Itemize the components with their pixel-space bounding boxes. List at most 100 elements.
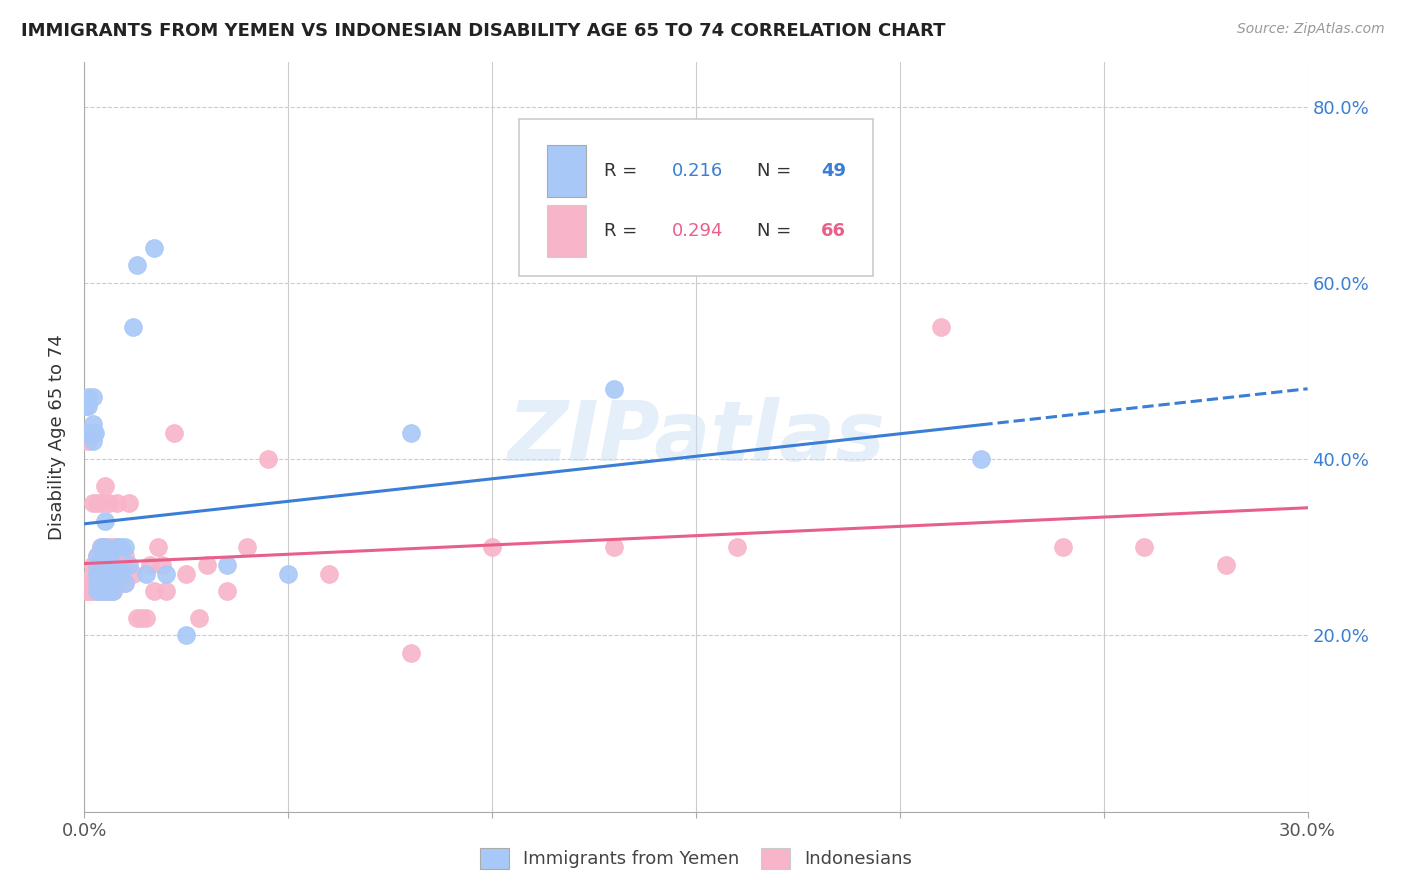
Text: N =: N = <box>758 222 797 240</box>
Point <box>77 584 100 599</box>
Point <box>93 566 115 581</box>
Point <box>86 566 108 581</box>
Point <box>90 541 112 555</box>
Point <box>101 558 124 572</box>
Point <box>318 566 340 581</box>
Point <box>93 566 115 581</box>
Point <box>122 566 145 581</box>
Text: N =: N = <box>758 162 797 180</box>
Point <box>155 566 177 581</box>
Point <box>93 584 115 599</box>
Point <box>1133 541 1156 555</box>
Point <box>101 584 124 599</box>
Point <box>90 584 112 599</box>
FancyBboxPatch shape <box>519 119 873 276</box>
Point <box>105 566 128 581</box>
Point <box>90 584 112 599</box>
Point <box>929 319 952 334</box>
Text: 66: 66 <box>821 222 846 240</box>
Point <box>82 496 104 510</box>
Point <box>725 541 748 555</box>
Point <box>110 558 132 572</box>
Text: Source: ZipAtlas.com: Source: ZipAtlas.com <box>1237 22 1385 37</box>
Point <box>90 496 112 510</box>
Point <box>97 566 120 581</box>
Point <box>75 399 97 413</box>
Point <box>97 584 120 599</box>
Point <box>603 541 626 555</box>
Point <box>163 425 186 440</box>
Point <box>93 584 115 599</box>
Point <box>114 575 136 590</box>
FancyBboxPatch shape <box>547 145 586 197</box>
Point <box>86 566 108 581</box>
Point <box>105 541 128 555</box>
Text: 0.216: 0.216 <box>672 162 723 180</box>
Point <box>86 575 108 590</box>
Point <box>93 541 115 555</box>
Point <box>1215 558 1237 572</box>
Point <box>142 584 165 599</box>
Point <box>970 452 993 467</box>
Point <box>114 541 136 555</box>
Point <box>90 575 112 590</box>
Point <box>118 558 141 572</box>
Point <box>1052 541 1074 555</box>
Point <box>82 584 104 599</box>
Point <box>90 566 112 581</box>
Point <box>86 566 108 581</box>
Point <box>79 425 101 440</box>
Point <box>90 558 112 572</box>
Point <box>135 566 157 581</box>
Point <box>101 541 124 555</box>
Text: R =: R = <box>605 222 643 240</box>
Point <box>93 575 115 590</box>
Point <box>399 646 422 660</box>
Point <box>105 496 128 510</box>
Legend: Immigrants from Yemen, Indonesians: Immigrants from Yemen, Indonesians <box>471 838 921 878</box>
Text: ZIPatlas: ZIPatlas <box>508 397 884 477</box>
Point <box>93 478 115 492</box>
Point <box>90 541 112 555</box>
Point <box>82 558 104 572</box>
Y-axis label: Disability Age 65 to 74: Disability Age 65 to 74 <box>48 334 66 540</box>
Point <box>174 566 197 581</box>
Point <box>82 391 104 405</box>
Text: R =: R = <box>605 162 643 180</box>
Point <box>217 558 239 572</box>
Point <box>86 584 108 599</box>
Point <box>77 391 100 405</box>
Point <box>77 434 100 449</box>
Point <box>97 584 120 599</box>
Point <box>86 496 108 510</box>
Point <box>150 558 173 572</box>
Point <box>82 425 104 440</box>
Point <box>82 434 104 449</box>
Point <box>90 566 112 581</box>
Point <box>86 558 108 572</box>
Point <box>122 319 145 334</box>
Point <box>97 566 120 581</box>
Point <box>86 549 108 563</box>
Point <box>93 541 115 555</box>
Point <box>135 611 157 625</box>
Point <box>277 566 299 581</box>
Text: IMMIGRANTS FROM YEMEN VS INDONESIAN DISABILITY AGE 65 TO 74 CORRELATION CHART: IMMIGRANTS FROM YEMEN VS INDONESIAN DISA… <box>21 22 946 40</box>
Point <box>105 541 128 555</box>
Point <box>217 584 239 599</box>
Point <box>93 558 115 572</box>
Point <box>105 566 128 581</box>
Point <box>257 452 280 467</box>
Point <box>101 584 124 599</box>
Point <box>131 611 153 625</box>
Point <box>127 258 149 272</box>
Point <box>86 575 108 590</box>
Point <box>86 549 108 563</box>
Point <box>93 514 115 528</box>
Point <box>97 549 120 563</box>
FancyBboxPatch shape <box>547 205 586 257</box>
Point <box>86 558 108 572</box>
Point <box>236 541 259 555</box>
Point <box>110 566 132 581</box>
Point <box>174 628 197 642</box>
